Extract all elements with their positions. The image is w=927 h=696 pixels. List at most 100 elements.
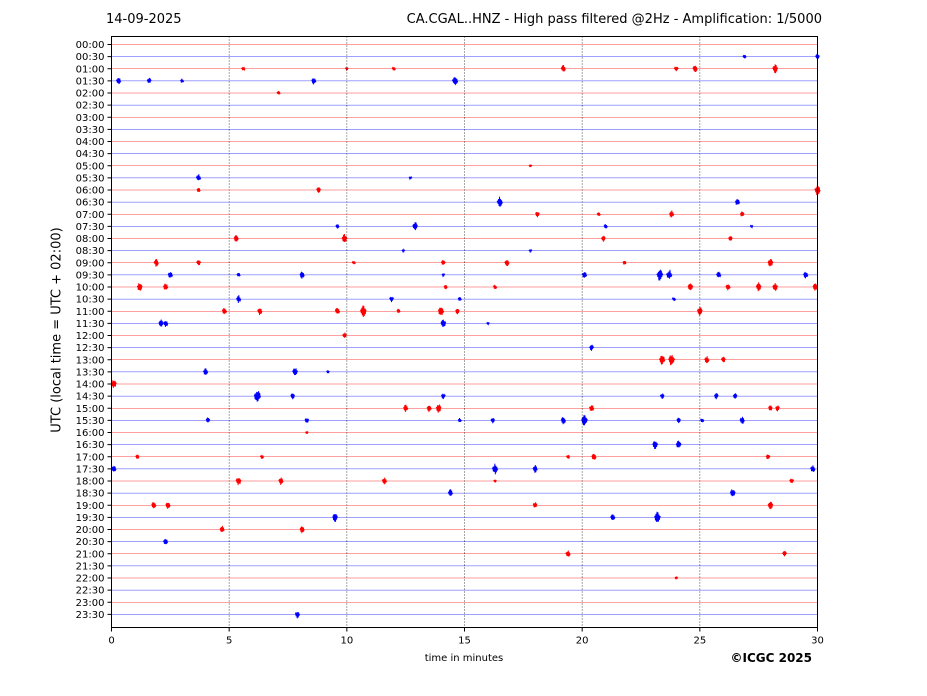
seismic-event [316,187,321,193]
y-tick-label: 13:30 [76,367,105,378]
seismic-event [165,502,171,509]
seismic-event [219,525,225,532]
y-tick-label: 13:00 [76,355,105,366]
seismic-event [326,370,330,374]
seismic-event [332,513,338,522]
seismic-event [673,66,679,72]
seismic-event [305,430,309,434]
seismic-event [253,390,262,402]
seismic-event [603,223,608,229]
seismic-event [749,224,754,230]
seismic-event [359,305,367,317]
y-tick-label: 23:30 [76,610,105,621]
seismic-event [195,174,202,181]
seismic-event [742,54,747,59]
x-tick-label: 15 [458,636,471,647]
y-tick-label: 03:00 [76,113,105,124]
seismic-event [391,66,397,71]
y-tick-label: 09:00 [76,258,105,269]
seismic-event [725,284,731,291]
seismic-event [656,269,664,281]
seismic-event [162,539,169,545]
seismic-event [504,259,510,266]
x-axis-ticks: 0 5 10 15 20 25 30 [108,627,824,647]
seismic-event [202,368,209,375]
y-tick-label: 18:00 [76,477,105,488]
y-tick-label: 21:00 [76,549,105,560]
seismic-event [676,417,682,424]
seismic-event [441,273,446,278]
seismic-event [341,233,348,242]
seismic-event [588,405,595,412]
seismic-event [440,393,446,400]
y-tick-label: 10:30 [76,295,105,306]
chart-title: CA.CGAL..HNZ - High pass filtered @2Hz -… [406,12,822,27]
seismic-event [600,235,606,242]
y-tick-label: 05:30 [76,173,105,184]
seismic-event [236,272,241,277]
seismic-event [292,368,298,376]
seismic-event [610,514,616,520]
seismic-event [221,308,228,315]
seismic-event [596,212,601,217]
seismic-event [659,393,665,400]
seismic-event [496,196,503,207]
seismic-event [196,260,201,266]
seismic-event [311,78,317,85]
seismic-event [565,550,571,557]
y-tick-label: 14:30 [76,392,105,403]
x-tick-label: 10 [340,636,353,647]
date-label: 14-09-2025 [106,12,182,27]
seismic-event [290,393,296,400]
seismic-event [205,417,211,423]
seismic-event [622,260,627,265]
seismic-event [528,164,533,168]
y-tick-label: 10:00 [76,283,105,294]
seismic-event [675,440,682,448]
y-tick-label: 16:00 [76,428,105,439]
y-tick-label: 18:30 [76,489,105,500]
seismic-event [179,78,185,83]
y-tick-label: 08:00 [76,234,105,245]
seismic-event [435,404,442,413]
seismic-event [581,271,588,278]
seismic-event [687,283,694,291]
seismic-event [729,489,736,497]
seismic-event [532,502,538,508]
y-tick-label: 22:30 [76,586,105,597]
y-tick-label: 14:00 [76,380,105,391]
y-tick-label: 06:00 [76,186,105,197]
y-tick-label: 15:30 [76,416,105,427]
seismic-event [671,297,677,302]
seismic-event [235,295,242,304]
y-tick-label: 01:30 [76,76,105,87]
seismic-event [652,441,659,450]
seismic-event [739,211,745,217]
seismic-event [535,211,540,218]
seismic-event [294,611,301,619]
y-tick-label: 00:30 [76,52,105,63]
seismic-event [381,477,388,485]
seismic-event [765,454,771,460]
y-tick-label: 07:00 [76,210,105,221]
seismic-event [716,271,722,278]
y-tick-label: 09:30 [76,270,105,281]
seismic-event [426,405,432,413]
seismic-event [344,66,349,72]
seismic-event [659,355,666,365]
seismic-event [241,66,246,72]
seismic-event [591,453,597,460]
seismic-event [110,380,117,388]
vertical-gridlines [228,36,701,628]
seismic-event [755,282,762,292]
seismic-event [654,511,661,522]
seismic-event [151,502,157,509]
seismic-event [278,477,284,485]
seismic-event [767,501,774,510]
x-tick-label: 0 [108,636,114,647]
y-tick-label: 11:00 [76,307,105,318]
y-tick-label: 01:00 [76,64,105,75]
x-tick-label: 5 [226,636,232,647]
y-axis-label: UTC (local time = UTC + 02:00) [49,227,65,433]
